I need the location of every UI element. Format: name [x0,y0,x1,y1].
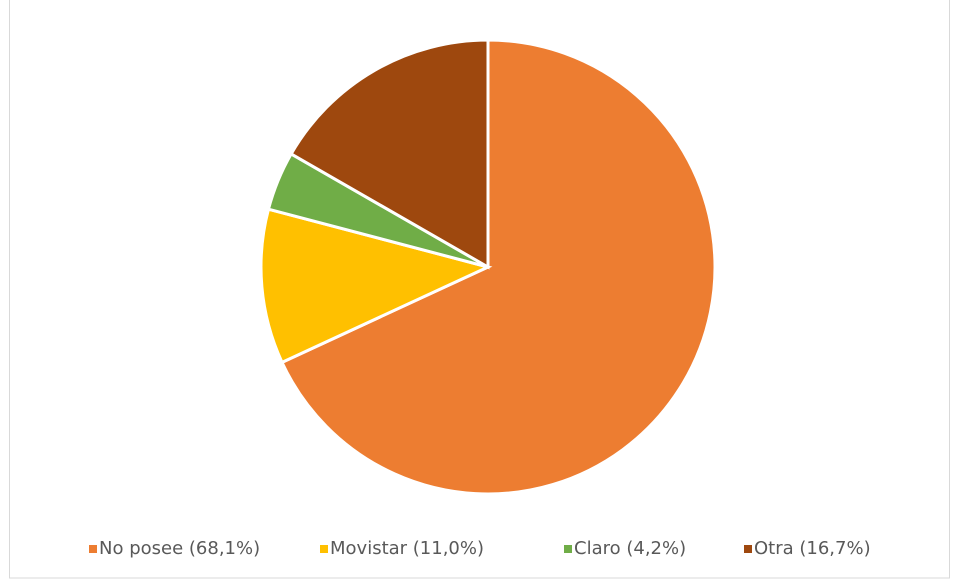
legend-marker [744,545,752,553]
legend-label: No posee (68,1%) [99,538,260,559]
pie-slice [289,38,490,270]
legend-label: Claro (4,2%) [574,538,686,559]
pie-slice [280,38,717,496]
legend-marker [320,545,328,553]
pie-slice [259,207,493,365]
legend-label: Movistar (11,0%) [330,538,484,559]
legend-label: Otra (16,7%) [754,538,871,559]
legend-marker [564,545,572,553]
legend-marker [89,545,97,553]
